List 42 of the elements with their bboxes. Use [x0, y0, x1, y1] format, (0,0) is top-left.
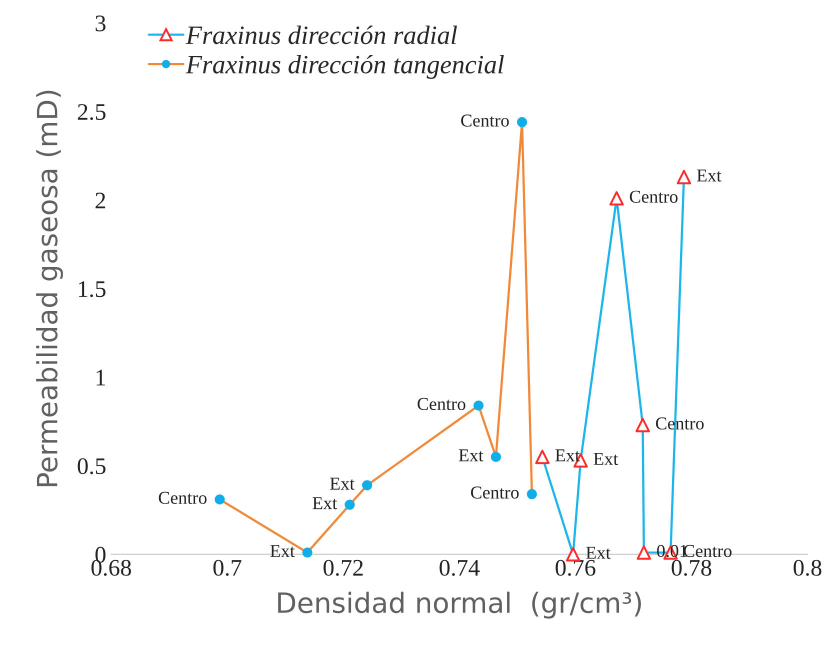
y-tick-label: 2.5 — [78, 104, 106, 120]
x-axis-title: Densidad normal (gr/cm³) — [278, 592, 641, 619]
point — [535, 450, 550, 464]
point — [473, 400, 484, 411]
y-axis-title: Permeabilidad gaseosa (mD) — [36, 90, 63, 486]
x-tick-label: 0.78 — [672, 560, 712, 576]
annotation: Ext — [330, 478, 355, 490]
y-tick-label: 0.5 — [78, 458, 106, 474]
point — [344, 500, 355, 510]
point — [516, 117, 528, 128]
annotation: Centro — [630, 190, 678, 203]
y-tick-label: 1 — [96, 370, 105, 386]
point — [609, 191, 624, 206]
annotation: Centro — [471, 486, 519, 499]
legend-label: Fraxinus dirección radial — [186, 26, 457, 44]
point — [362, 480, 372, 490]
annotation: Ext — [696, 170, 722, 182]
annotation: Ext — [270, 545, 295, 558]
point — [676, 170, 692, 184]
annotation: Ext — [458, 449, 484, 462]
point — [302, 547, 312, 558]
point — [490, 452, 502, 462]
x-tick-label: 0.7 — [213, 560, 242, 576]
annotation: Ext — [555, 449, 580, 462]
annotation: Centro — [158, 492, 207, 504]
y-tick-label: 3 — [96, 16, 106, 32]
point — [636, 418, 650, 432]
annotation: Centro — [418, 398, 466, 410]
y-tick-label: 1.5 — [78, 281, 106, 298]
x-tick-label: 0.72 — [324, 560, 363, 576]
x-tick-label: 0.74 — [440, 560, 480, 576]
point — [636, 545, 652, 560]
point — [214, 494, 225, 504]
annotation: Ext — [594, 452, 618, 465]
y-tick-label: 2 — [96, 192, 106, 208]
legend-label: Fraxinus dirección tangencial — [186, 54, 504, 79]
annotation: Ext — [586, 546, 611, 559]
annotation: Ext — [312, 497, 338, 510]
x-tick-label: 0.8 — [794, 560, 822, 576]
annotation: Centro — [684, 544, 732, 558]
annotation: Centro — [461, 114, 509, 127]
point — [526, 489, 537, 500]
